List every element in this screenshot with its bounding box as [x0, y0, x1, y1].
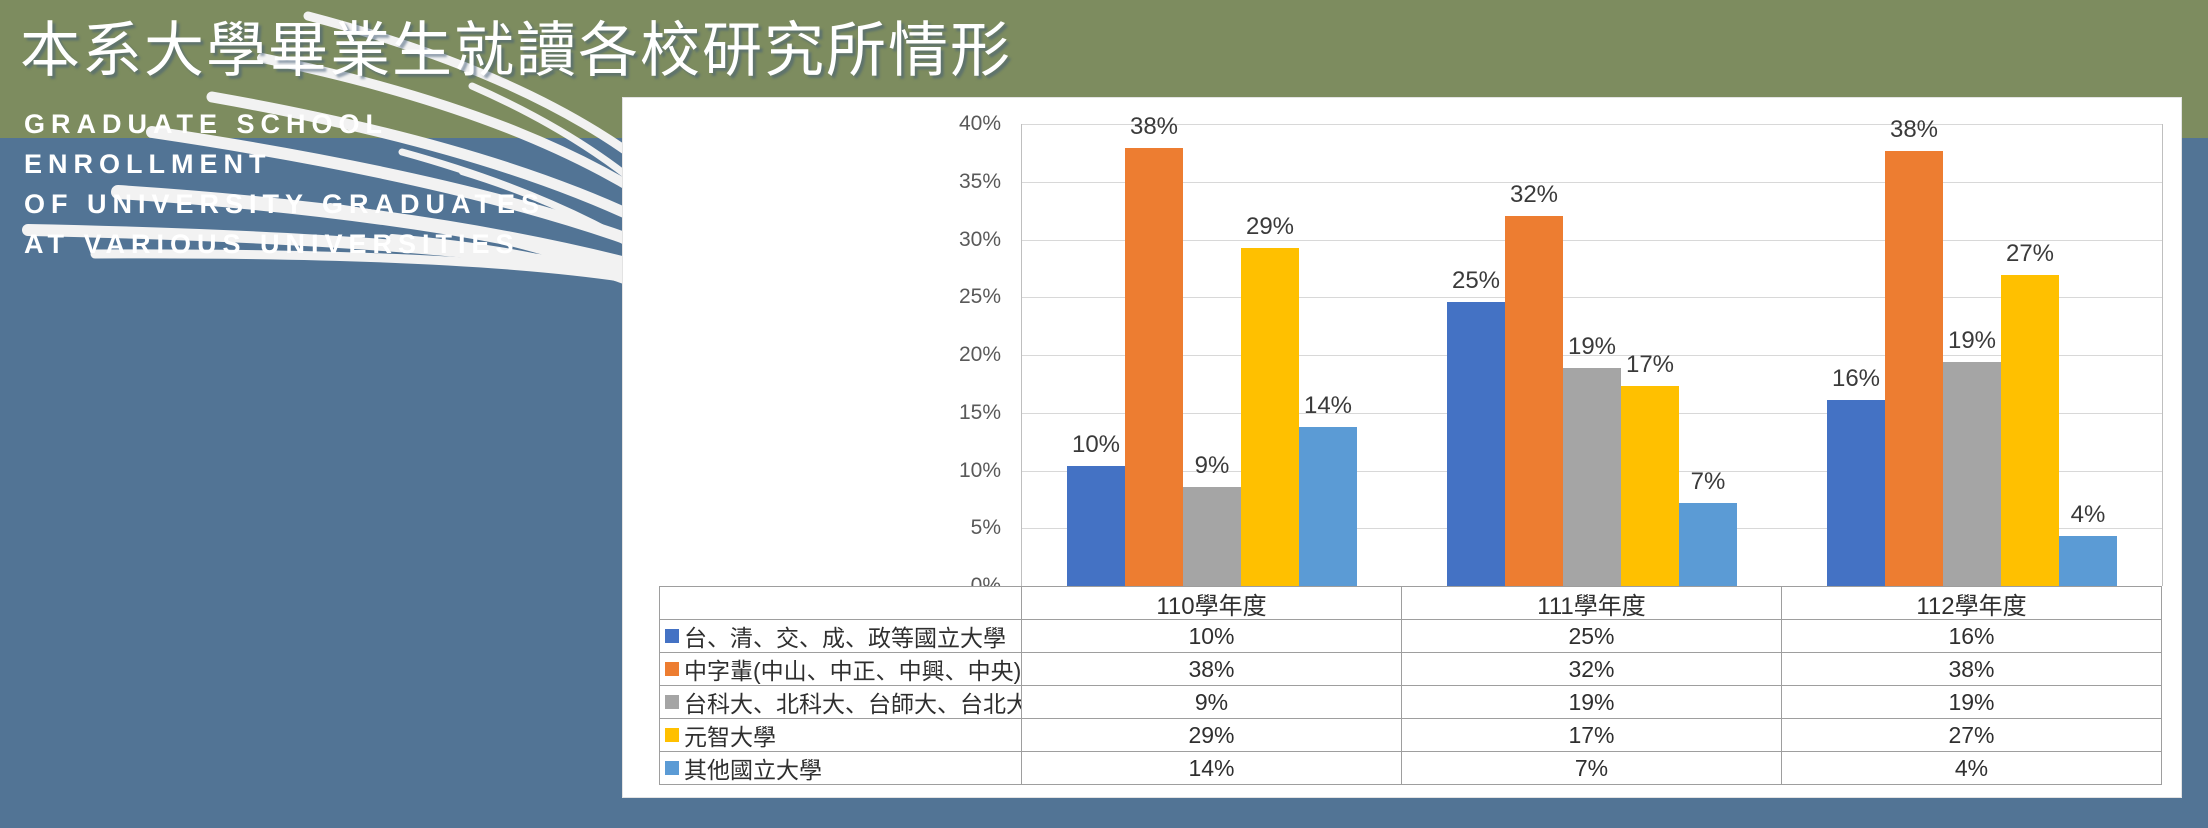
gridline	[1022, 355, 2162, 356]
value-cell: 38%	[1782, 653, 2162, 686]
y-axis-tick-label: 20%	[958, 343, 1001, 366]
bar-group: 16% 38% 19% 27% 4%	[1782, 116, 2162, 586]
table-header-cell: 112學年度	[1782, 587, 2162, 620]
bar-value-label: 4%	[2070, 501, 2106, 529]
bar-value-label: 7%	[1690, 467, 1726, 495]
bar-value-label: 38%	[1129, 113, 1179, 141]
bar	[1125, 148, 1183, 586]
series-name: 其他國立大學	[684, 757, 822, 783]
table-corner-cell	[660, 587, 1022, 620]
value-cell: 9%	[1022, 686, 1402, 719]
series-name: 台科大、北科大、台師大、台北大學	[684, 691, 1022, 717]
slide-subtitle: GRADUATE SCHOOL ENROLLMENT OF UNIVERSITY…	[24, 104, 545, 264]
subtitle-line: AT VARIOUS UNIVERSITIES	[24, 229, 520, 259]
bar	[1183, 486, 1241, 586]
series-name-cell: 台、清、交、成、政等國立大學	[660, 620, 1022, 653]
bar	[1943, 361, 2001, 586]
gridline	[1022, 181, 2162, 183]
series-name-cell: 元智大學	[660, 719, 1022, 752]
gridline	[1022, 297, 2162, 299]
bar	[1241, 247, 1299, 586]
value-cell: 25%	[1402, 620, 1782, 653]
value-cell: 17%	[1402, 719, 1782, 752]
value-cell: 14%	[1022, 752, 1402, 785]
y-axis-tick-label: 40%	[958, 112, 1001, 135]
y-axis-tick-label: 35%	[958, 169, 1001, 193]
y-axis-tick-label: 15%	[958, 400, 1001, 424]
value-cell: 7%	[1402, 752, 1782, 785]
subtitle-line: OF UNIVERSITY GRADUATES	[24, 189, 546, 219]
value-cell: 10%	[1022, 620, 1402, 653]
table-header-cell: 111學年度	[1402, 587, 1782, 620]
slide-title: 本系大學畢業生就讀各校研究所情形	[20, 17, 1012, 84]
value-cell: 16%	[1782, 620, 2162, 653]
legend-swatch	[665, 695, 679, 709]
value-cell: 19%	[1402, 686, 1782, 719]
bar	[1679, 502, 1737, 586]
legend-swatch	[665, 662, 679, 676]
bar-group: 25% 32% 19% 17% 7%	[1402, 124, 1782, 586]
bar-value-label: 14%	[1303, 391, 1353, 419]
value-cell: 38%	[1022, 653, 1402, 686]
bar	[1885, 150, 1943, 586]
legend-swatch	[665, 629, 679, 643]
subtitle-line: ENROLLMENT	[24, 149, 272, 179]
bar-value-label: 32%	[1509, 181, 1559, 209]
table-header-cell: 110學年度	[1022, 587, 1402, 620]
bar-value-label: 27%	[2005, 240, 2055, 268]
bar	[2001, 275, 2059, 586]
chart-panel: 0%5%10%15%20%25%30%35%40% 10%38%9%29%14%…	[622, 97, 2182, 798]
plot-area: 10% 38% 9% 29% 14% 25% 32% 19% 17% 7% 16% 38% 19% 27%…	[1021, 114, 2163, 586]
series-name-cell: 中字輩(中山、中正、中興、中央)	[660, 653, 1022, 686]
value-cell: 4%	[1782, 752, 2162, 785]
data-table: 110學年度 111學年度 112學年度台、清、交、成、政等國立大學 10% 25% 16…	[659, 586, 2162, 785]
legend-swatch	[665, 728, 679, 742]
y-axis-tick-label: 10%	[958, 458, 1001, 482]
bar	[1563, 367, 1621, 586]
y-axis-tick-label: 5%	[970, 516, 1001, 540]
bar	[1067, 465, 1125, 586]
legend-swatch	[665, 761, 679, 775]
gridline	[1022, 124, 2162, 125]
value-cell: 29%	[1022, 719, 1402, 752]
bar-value-label: 19%	[1947, 326, 1997, 354]
bar-value-label: 17%	[1625, 351, 1675, 379]
bar	[1447, 301, 1505, 586]
bar-group: 10% 38% 9% 29% 14%	[1022, 114, 1402, 586]
y-axis-tick-label: 25%	[958, 285, 1001, 309]
subtitle-line: GRADUATE SCHOOL	[24, 109, 388, 139]
series-name: 台、清、交、成、政等國立大學	[684, 625, 1006, 651]
bar	[1299, 426, 1357, 586]
bar	[1621, 386, 1679, 586]
bar-value-label: 16%	[1831, 365, 1881, 393]
bar-value-label: 38%	[1889, 115, 1939, 143]
gridline	[1022, 239, 2162, 241]
bar	[1827, 400, 1885, 586]
series-name: 元智大學	[684, 724, 776, 750]
bar	[2059, 536, 2117, 586]
series-name-cell: 其他國立大學	[660, 752, 1022, 785]
value-cell: 27%	[1782, 719, 2162, 752]
bar-value-label: 19%	[1567, 332, 1617, 360]
bar	[1505, 216, 1563, 586]
bar-value-label: 25%	[1451, 266, 1501, 294]
bar-value-label: 29%	[1245, 212, 1295, 240]
bar-value-label: 9%	[1194, 451, 1230, 479]
value-cell: 32%	[1402, 653, 1782, 686]
series-name-cell: 台科大、北科大、台師大、台北大學	[660, 686, 1022, 719]
y-axis-tick-label: 30%	[958, 227, 1001, 251]
bar-value-label: 10%	[1071, 430, 1121, 458]
series-name: 中字輩(中山、中正、中興、中央)	[684, 658, 1022, 684]
value-cell: 19%	[1782, 686, 2162, 719]
